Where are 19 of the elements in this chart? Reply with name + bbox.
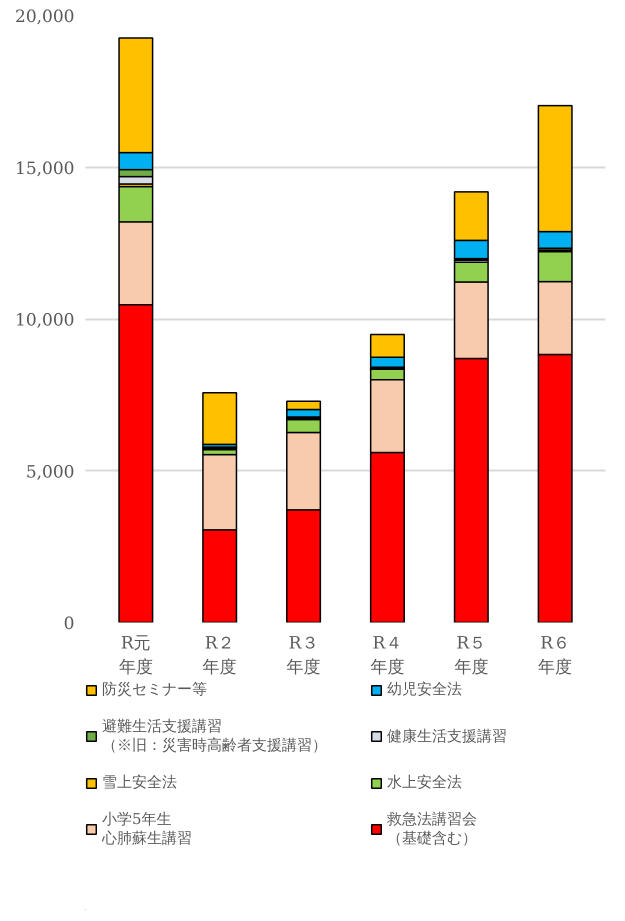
y-tick-label: 15,000 [15,158,74,179]
legend-label: 健康生活支援講習 [387,726,508,746]
y-tick-label: 20,000 [15,7,74,27]
x-tick-label: R元年度 [118,634,153,678]
legend-label: 救急法講習会（基礎含む） [387,810,478,848]
legend-label: 雪上安全法 [102,773,178,792]
x-tick-label: R６年度 [538,634,572,678]
x-tick-label: R５年度 [454,634,488,678]
x-tick-label: R２年度 [202,634,237,678]
x-tick-label: R３年度 [286,634,321,678]
legend-label: 避難生活支援講習（※旧：災害時高齢者支援講習） [102,717,328,755]
y-tick-label: 0 [64,614,75,634]
legend-label: 防災セミナー等 [102,680,208,699]
legend-label: 幼児安全法 [387,680,463,699]
x-tick-label: R４年度 [370,634,404,678]
y-tick-label: 5,000 [26,462,75,482]
legend-label: 小学5年生心肺蘇生講習 [102,810,193,848]
y-tick-label: 10,000 [15,310,74,330]
legend-label: 水上安全法 [387,773,463,792]
